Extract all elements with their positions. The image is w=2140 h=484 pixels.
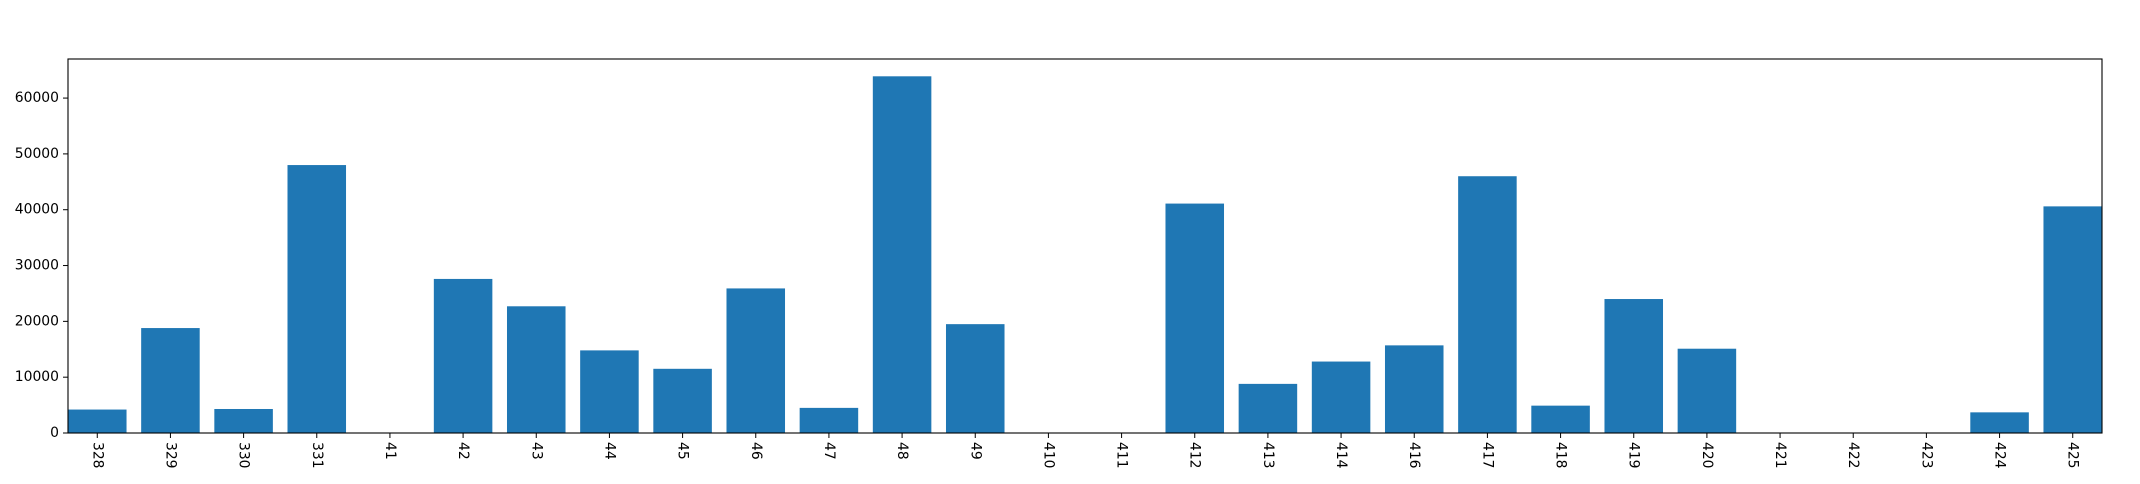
x-tick-label-330: 330 [236, 442, 252, 469]
bar-47 [799, 407, 859, 433]
y-tick-label-0: 0 [50, 425, 59, 441]
y-axis: 0 10000 20000 30000 40000 50000 60000 [15, 90, 68, 441]
bar-46 [726, 288, 786, 433]
x-axis: 328 329 330 331 41 42 43 44 45 46 47 48 49 410 411 412 4… [89, 433, 2081, 469]
bar-419 [1604, 299, 1664, 433]
y-tick-label-10000: 10000 [15, 369, 59, 385]
x-tick-label-412: 412 [1187, 442, 1203, 469]
x-tick-label-423: 423 [1918, 442, 1934, 469]
bar-412 [1165, 203, 1225, 433]
x-tick-label-422: 422 [1845, 442, 1861, 469]
bar-328 [68, 409, 127, 433]
plot-frame [67, 58, 2103, 434]
x-tick-label-43: 43 [528, 442, 544, 460]
bar-43 [506, 306, 566, 433]
x-tick-label-48: 48 [894, 442, 910, 460]
bar-413 [1238, 383, 1298, 433]
bar-418 [1531, 405, 1590, 433]
x-tick-label-425: 425 [2065, 442, 2081, 469]
x-tick-label-328: 328 [89, 442, 105, 469]
x-tick-label-331: 331 [309, 442, 325, 469]
x-tick-label-42: 42 [455, 442, 471, 460]
x-tick-label-417: 417 [1479, 442, 1495, 469]
bar-417 [1458, 176, 1517, 433]
bar-44 [580, 350, 639, 433]
y-tick-label-50000: 50000 [15, 146, 59, 162]
x-tick-label-418: 418 [1553, 442, 1569, 469]
x-tick-label-44: 44 [601, 442, 617, 460]
x-tick-label-49: 49 [967, 442, 983, 460]
x-tick-label-420: 420 [1699, 442, 1715, 469]
y-tick-label-40000: 40000 [15, 202, 59, 218]
x-tick-label-46: 46 [748, 442, 764, 460]
bar-48 [872, 76, 932, 433]
x-tick-label-47: 47 [821, 442, 837, 460]
bar-42 [433, 278, 493, 433]
bar-49 [945, 324, 1005, 433]
bar-420 [1677, 348, 1737, 433]
bar-425 [2043, 206, 2102, 433]
x-tick-label-41: 41 [382, 442, 398, 460]
bar-329 [141, 328, 200, 433]
x-tick-label-411: 411 [1114, 442, 1130, 469]
y-tick-label-20000: 20000 [15, 313, 59, 329]
bar-414 [1311, 361, 1371, 433]
bar-331 [287, 165, 347, 434]
bar-416 [1384, 345, 1444, 433]
x-tick-label-329: 329 [162, 442, 178, 469]
y-tick-label-30000: 30000 [15, 258, 59, 274]
y-tick-label-60000: 60000 [15, 90, 59, 106]
x-tick-label-410: 410 [1040, 442, 1056, 469]
x-tick-label-416: 416 [1406, 442, 1422, 469]
x-tick-label-413: 413 [1260, 442, 1276, 469]
x-tick-label-421: 421 [1772, 442, 1788, 469]
bar-45 [653, 368, 712, 433]
bar-424 [1970, 412, 2029, 433]
x-tick-label-414: 414 [1333, 442, 1349, 469]
bars-group [68, 76, 2102, 434]
bar-330 [214, 408, 273, 433]
x-tick-label-419: 419 [1626, 442, 1642, 469]
x-tick-label-45: 45 [675, 442, 691, 460]
x-tick-label-424: 424 [1992, 442, 2008, 469]
